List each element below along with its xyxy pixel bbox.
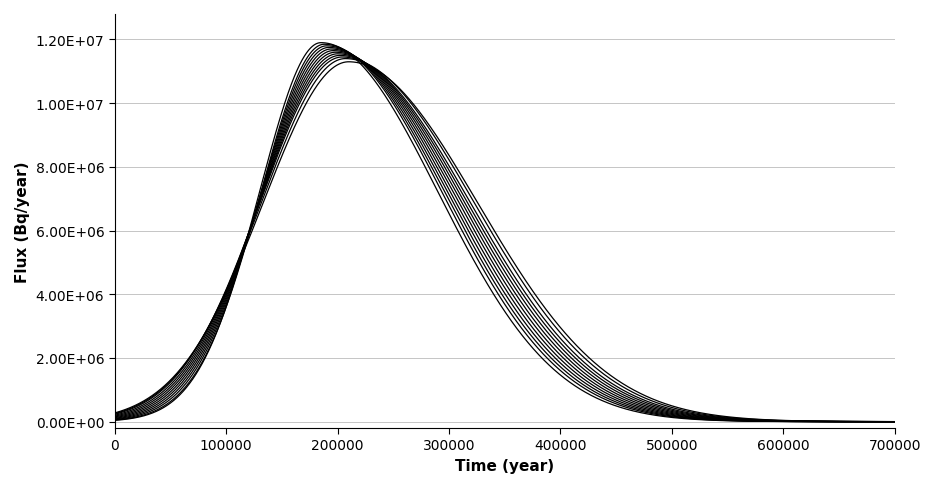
X-axis label: Time (year): Time (year) (455, 458, 554, 473)
Y-axis label: Flux (Bq/year): Flux (Bq/year) (15, 161, 30, 282)
